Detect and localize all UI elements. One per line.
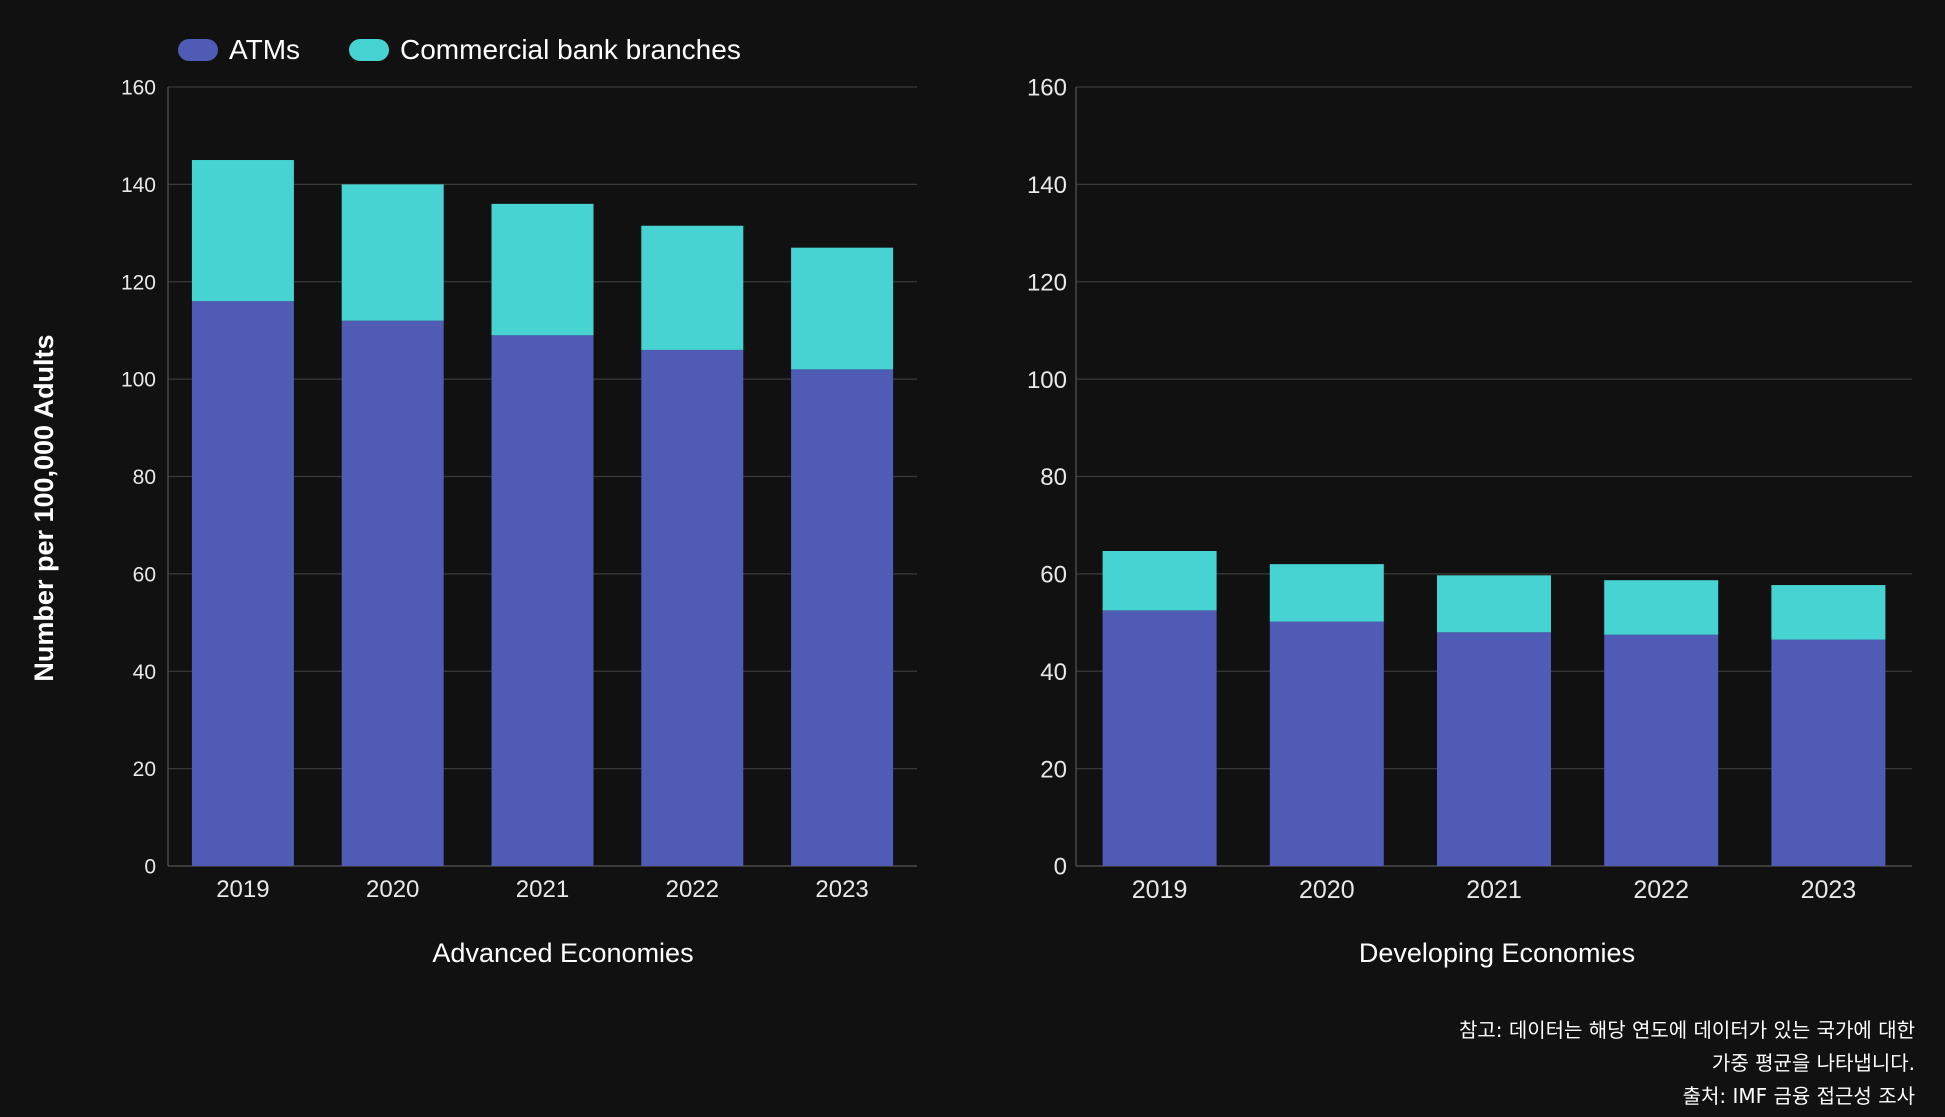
y-axis-title: Number per 100,000 Adults [29,334,59,681]
y-tick-label: 120 [1027,269,1067,296]
legend-swatch-branches [349,39,389,61]
legend-swatch-atms [178,39,218,61]
chart-notes: 참고: 데이터는 해당 연도에 데이터가 있는 국가에 대한 가중 평균을 나타… [1459,1014,1915,1113]
bar-branches-2022 [1604,580,1719,635]
y-tick-label: 120 [121,271,156,294]
source-line: 출처: IMF 금융 접근성 조사 [1682,1084,1915,1108]
y-tick-label: 100 [1027,367,1067,394]
note-line-2: 가중 평균을 나타냅니다. [1711,1051,1915,1075]
bar-atms-2020 [341,320,444,866]
x-tick-label: 2022 [1633,876,1689,904]
x-tick-label: 2020 [1299,876,1355,904]
y-tick-label: 40 [133,661,156,684]
x-tick-label: 2022 [666,876,719,903]
y-tick-label: 20 [1040,756,1067,783]
bar-atms-2023 [791,369,894,866]
bar-atms-2021 [1437,632,1551,866]
bar-atms-2022 [641,349,744,867]
legend-label-atms: ATMs [229,34,300,65]
bar-atms-2022 [1604,634,1719,866]
bar-branches-2019 [1102,550,1217,611]
bar-branches-2021 [1437,575,1551,633]
legend-label-branches: Commercial bank branches [400,34,741,65]
bar-branches-2020 [1269,564,1384,622]
x-tick-label: 2020 [366,876,419,903]
legend: ATMs Commercial bank branches [178,34,741,65]
x-axis-title-advanced: Advanced Economies [432,938,693,968]
panel-developing-economies: 0 20 40 60 80 100 120 140 160 2019 2020 2021 2022 202… [1027,75,1912,904]
x-tick-label: 2019 [1132,876,1188,904]
bar-atms-2019 [1102,610,1217,866]
x-tick-label: 2021 [516,876,569,903]
bar-atms-2021 [491,335,594,866]
bar-atms-2020 [1269,621,1384,866]
y-tick-label: 60 [1040,562,1067,589]
y-tick-label: 140 [121,174,156,197]
bar-branches-2021 [491,203,594,336]
y-tick-label: 60 [133,563,156,586]
x-tick-label: 2023 [1801,876,1857,904]
y-tick-label: 100 [121,369,156,392]
x-tick-label: 2019 [216,876,269,903]
x-axis-title-developing: Developing Economies [1359,938,1635,968]
bar-branches-2020 [341,184,444,321]
x-tick-label: 2021 [1466,876,1522,904]
y-tick-label: 0 [1054,854,1067,881]
bar-atms-2023 [1771,639,1886,866]
note-line-1: 참고: 데이터는 해당 연도에 데이터가 있는 국가에 대한 [1458,1018,1915,1042]
y-tick-label: 0 [144,856,156,879]
y-tick-label: 160 [1027,75,1067,102]
bar-branches-2023 [791,247,894,370]
x-tick-label: 2023 [815,876,868,903]
panel-advanced-economies: 0 20 40 60 80 100 120 140 160 2019 2020 2021 2022 202… [121,77,917,903]
y-tick-label: 40 [1040,659,1067,686]
bar-branches-2022 [641,225,744,350]
y-tick-label: 160 [121,77,156,100]
bar-branches-2023 [1771,585,1886,640]
bar-atms-2019 [191,301,294,867]
y-tick-label: 140 [1027,172,1067,199]
y-tick-label: 80 [1040,464,1067,491]
bar-branches-2019 [191,160,294,302]
y-tick-label: 80 [133,466,156,489]
y-tick-label: 20 [133,758,156,781]
